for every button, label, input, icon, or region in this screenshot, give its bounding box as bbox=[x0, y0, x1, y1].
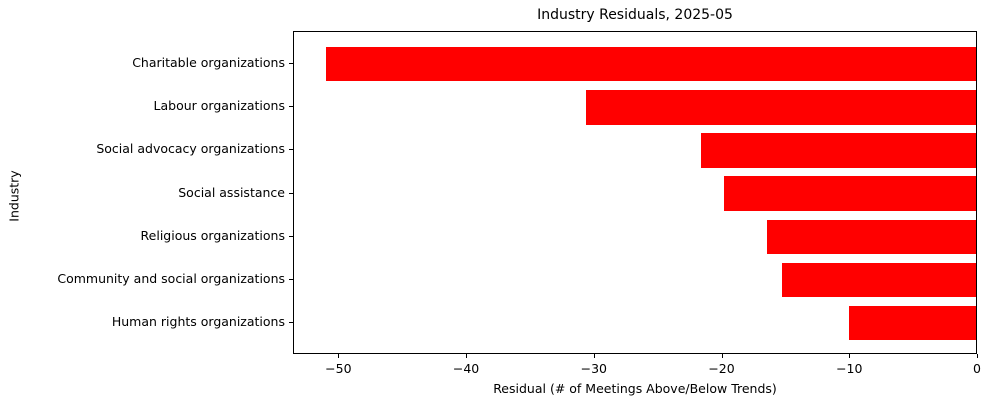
x-tick-mark bbox=[338, 354, 340, 358]
y-tick-label: Human rights organizations bbox=[111, 314, 285, 330]
y-tick-label: Religious organizations bbox=[140, 227, 285, 243]
y-tick-label: Community and social organizations bbox=[57, 270, 285, 286]
x-tick-mark bbox=[849, 354, 851, 358]
bar bbox=[586, 90, 976, 125]
x-tick-mark bbox=[593, 354, 595, 358]
x-tick-label: −50 bbox=[325, 361, 352, 376]
x-tick-label: −20 bbox=[708, 361, 735, 376]
y-tick-label: Labour organizations bbox=[153, 98, 285, 114]
y-tick-mark bbox=[289, 149, 293, 151]
x-tick-label: 0 bbox=[973, 361, 981, 376]
y-tick-mark bbox=[289, 235, 293, 237]
x-tick-label: −40 bbox=[452, 361, 480, 376]
x-tick-label: −30 bbox=[580, 361, 607, 376]
bar bbox=[848, 305, 976, 341]
y-tick-mark bbox=[289, 192, 293, 194]
y-tick-mark bbox=[289, 278, 293, 280]
y-tick-label: Social assistance bbox=[178, 184, 285, 200]
y-tick-label: Charitable organizations bbox=[132, 55, 285, 71]
y-tick-label: Social advocacy organizations bbox=[96, 141, 285, 157]
bar bbox=[700, 133, 976, 168]
bar bbox=[326, 46, 976, 82]
y-tick-mark bbox=[289, 63, 293, 65]
x-tick-mark bbox=[977, 354, 978, 358]
plot-area bbox=[293, 31, 977, 354]
x-tick-label: −10 bbox=[836, 361, 863, 376]
x-axis-label: Residual (# of Meetings Above/Below Tren… bbox=[493, 381, 777, 396]
y-tick-mark bbox=[289, 106, 293, 108]
x-tick-mark bbox=[721, 354, 723, 358]
bar bbox=[782, 262, 976, 298]
x-tick-mark bbox=[466, 354, 468, 358]
y-tick-mark bbox=[289, 322, 293, 324]
chart-title: Industry Residuals, 2025-05 bbox=[537, 7, 733, 23]
bar bbox=[723, 176, 976, 211]
bar bbox=[767, 219, 976, 255]
